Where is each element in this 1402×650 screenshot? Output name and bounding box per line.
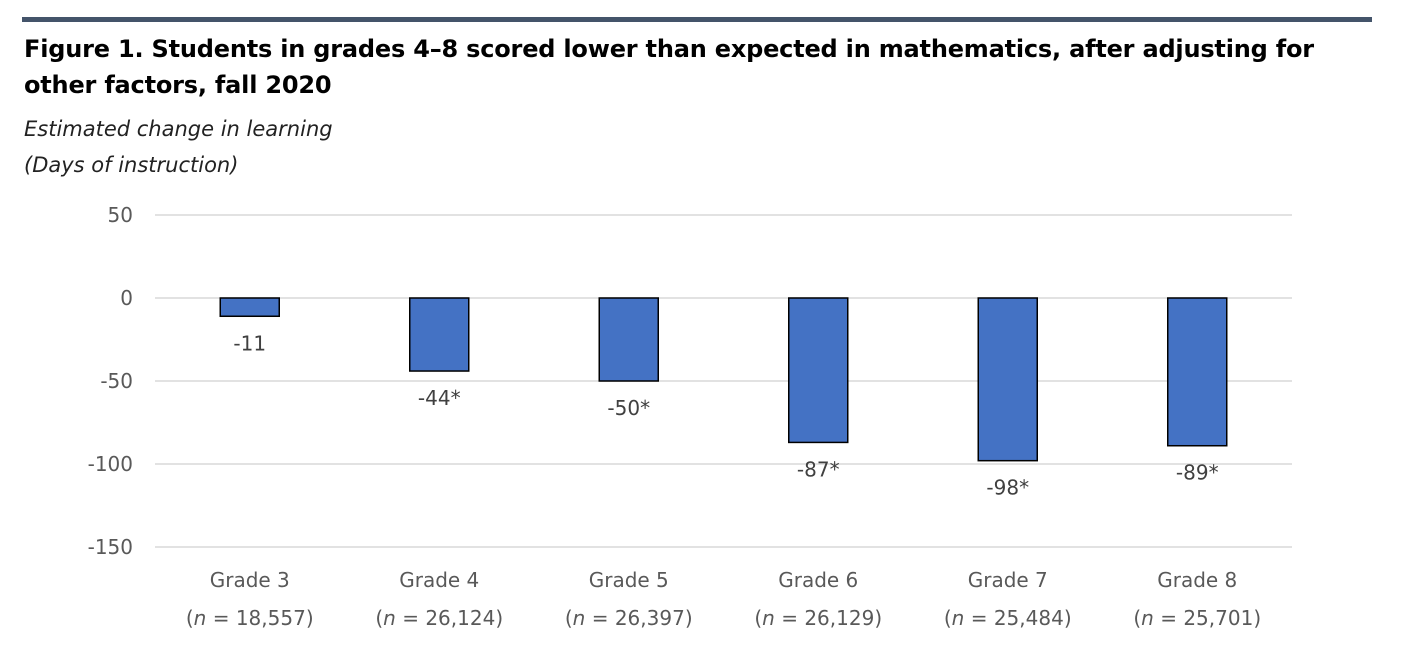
title-rule — [22, 17, 1372, 22]
y-tick-label: -100 — [88, 452, 133, 476]
bar — [409, 297, 470, 372]
x-category-n-label: (n = 25,701) — [1133, 606, 1261, 630]
x-category-n-label: (n = 26,124) — [375, 606, 503, 630]
chart-title: Figure 1. Students in grades 4–8 scored … — [24, 35, 1314, 99]
y-tick-label: 0 — [120, 286, 133, 310]
data-label: -87* — [797, 457, 840, 481]
x-category-label: Grade 5 — [589, 568, 669, 592]
x-category-n-label: (n = 26,129) — [754, 606, 882, 630]
y-axis-label-line-2: (Days of instruction) — [24, 153, 239, 177]
x-category-label: Grade 6 — [778, 568, 858, 592]
bar — [219, 297, 280, 318]
x-category-n-label: (n = 26,397) — [565, 606, 693, 630]
y-tick-label: 50 — [108, 203, 133, 227]
x-category-label: Grade 4 — [399, 568, 479, 592]
y-axis-label-line-1: Estimated change in learning — [24, 117, 333, 141]
data-label: -98* — [986, 476, 1029, 500]
y-tick-label: -50 — [100, 369, 133, 393]
x-category-n-label: (n = 18,557) — [186, 606, 314, 630]
data-label: -89* — [1176, 461, 1219, 485]
bar — [788, 297, 849, 444]
x-category-label: Grade 7 — [968, 568, 1048, 592]
x-category-n-label: (n = 25,484) — [944, 606, 1072, 630]
y-tick-label: -150 — [88, 535, 133, 559]
data-label: -11 — [233, 331, 266, 355]
x-category-label: Grade 8 — [1157, 568, 1237, 592]
data-label: -50* — [607, 396, 650, 420]
bar — [977, 297, 1038, 462]
x-category-label: Grade 3 — [210, 568, 290, 592]
data-label: -44* — [418, 386, 461, 410]
bar — [598, 297, 659, 382]
bar — [1167, 297, 1228, 447]
